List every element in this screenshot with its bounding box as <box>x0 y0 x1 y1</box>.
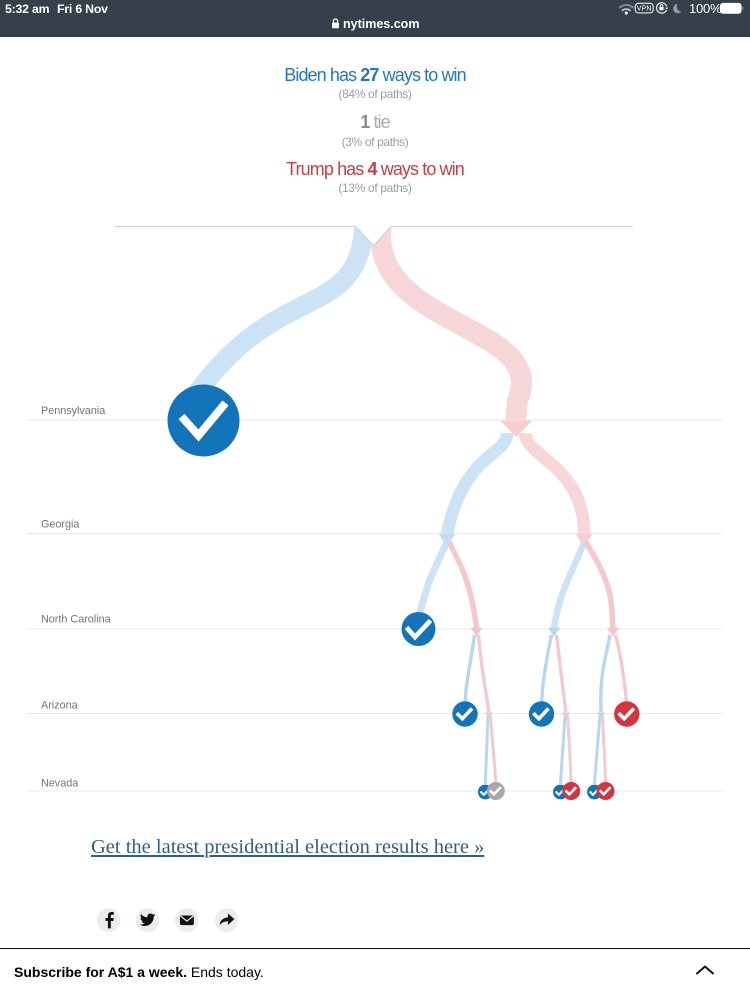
svg-text:North Carolina: North Carolina <box>41 614 111 626</box>
svg-text:VPN: VPN <box>637 6 652 13</box>
svg-text:100%: 100% <box>689 1 722 16</box>
svg-text:Georgia: Georgia <box>41 519 79 531</box>
svg-text:Pennsylvania: Pennsylvania <box>41 405 105 417</box>
svg-text:Nevada: Nevada <box>41 778 78 790</box>
svg-text:Arizona: Arizona <box>41 700 78 712</box>
